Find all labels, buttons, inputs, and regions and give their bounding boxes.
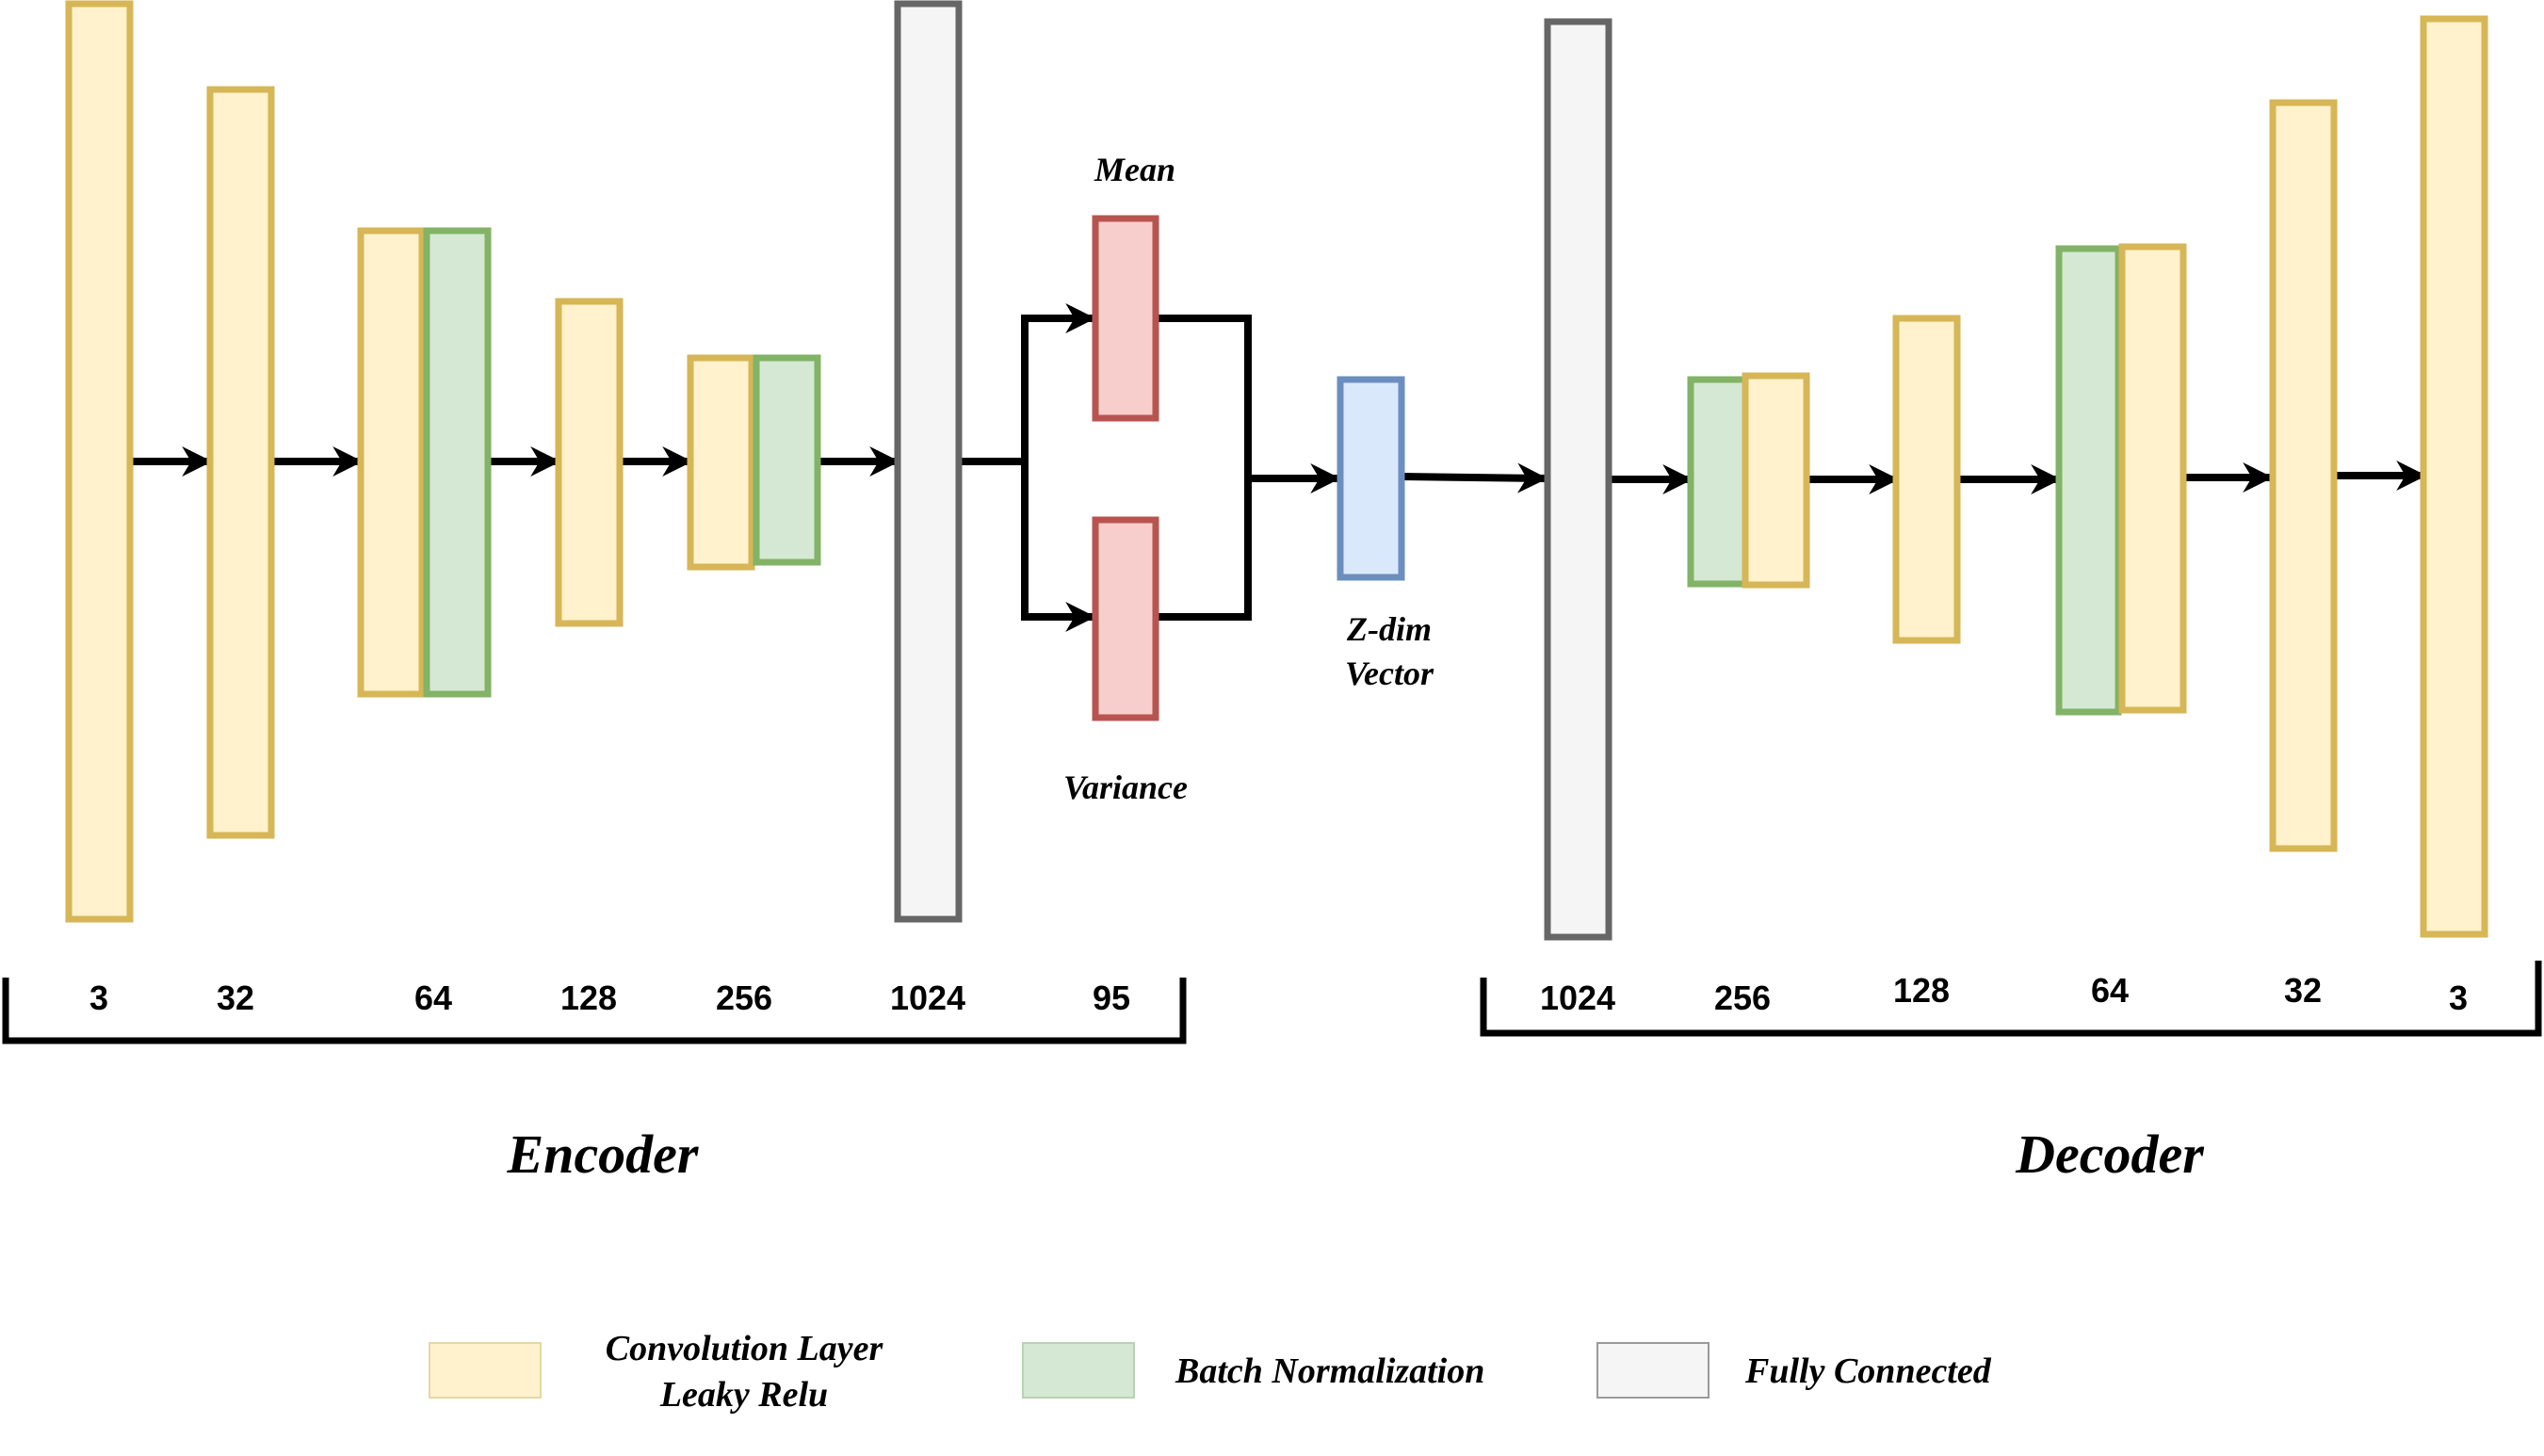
- z-dim-label-line2: Vector: [1345, 655, 1434, 692]
- dec-conv-3: [2420, 15, 2488, 938]
- dec-conv-32: [2269, 99, 2338, 852]
- encoder-title: Encoder: [507, 1124, 699, 1185]
- dec-bn-256: [1687, 376, 1754, 588]
- enc-fc-1024: [894, 0, 963, 923]
- decoder-arrows: [1609, 461, 2427, 494]
- enc-conv-64: [357, 227, 426, 698]
- variance-block: [1092, 516, 1159, 721]
- decoder-title: Decoder: [2015, 1124, 2204, 1185]
- enc-bn-64: [423, 227, 492, 698]
- legend: Convolution Layer Leaky Relu Batch Norma…: [429, 1329, 1992, 1415]
- legend-conv-label-line1: Convolution Layer: [606, 1329, 884, 1368]
- mean-block: [1092, 215, 1159, 422]
- dec-conv-128: [1892, 315, 1961, 644]
- enc-bn-256: [753, 354, 821, 566]
- variance-label: Variance: [1063, 768, 1188, 806]
- enc-dim-label: 3: [89, 979, 108, 1017]
- arrow-z-to-fc: [1401, 462, 1548, 493]
- legend-conv-label-line2: Leaky Relu: [659, 1375, 828, 1415]
- decoder-bracket: [1480, 961, 2542, 1037]
- dec-fc-1024: [1544, 18, 1612, 941]
- connector-from-variance: [1156, 478, 1252, 621]
- enc-dim-label: 128: [560, 979, 617, 1017]
- connector-to-mean: [1021, 303, 1096, 461]
- dec-dim-label: 64: [2091, 971, 2129, 1010]
- dec-dim-label: 1024: [1540, 979, 1615, 1017]
- connector-from-mean: [1156, 315, 1252, 478]
- enc-dim-label: 64: [414, 979, 452, 1017]
- decoder-dim-labels: 1024 256 128 64 32 3: [1540, 971, 2468, 1017]
- encoder-bracket: [2, 978, 1187, 1044]
- legend-fc-label: Fully Connected: [1744, 1351, 1992, 1391]
- z-vector-block: [1337, 376, 1405, 581]
- dec-dim-label: 3: [2449, 979, 2468, 1017]
- encoder-dim-labels: 3 32 64 128 256 1024 95: [89, 979, 1130, 1017]
- dec-conv-256: [1742, 372, 1810, 589]
- legend-bn-label: Batch Normalization: [1175, 1351, 1484, 1391]
- dec-bn-64: [2055, 245, 2122, 716]
- enc-dim-label: 1024: [890, 979, 965, 1017]
- enc-conv-128: [555, 298, 624, 627]
- legend-swatch-bn: [1022, 1342, 1135, 1399]
- dec-conv-64: [2118, 243, 2187, 714]
- legend-swatch-conv: [429, 1342, 542, 1399]
- enc-conv-256: [687, 354, 755, 571]
- encoder-arrows: [130, 303, 1548, 632]
- dec-dim-label: 256: [1714, 979, 1771, 1017]
- z-dim-label-line1: Z-dim: [1346, 610, 1432, 648]
- enc-dim-label: 256: [716, 979, 772, 1017]
- mean-label: Mean: [1094, 151, 1175, 188]
- enc-dim-label: 95: [1093, 979, 1130, 1017]
- legend-swatch-fc: [1596, 1342, 1710, 1399]
- connector-to-variance: [1021, 461, 1096, 632]
- enc-conv-32: [206, 86, 275, 839]
- enc-conv-3: [65, 0, 134, 923]
- encoder-blocks: [65, 0, 1405, 923]
- dec-dim-label: 128: [1893, 971, 1950, 1010]
- decoder-blocks: [1544, 15, 2488, 941]
- dec-dim-label: 32: [2284, 971, 2322, 1010]
- enc-dim-label: 32: [217, 979, 254, 1017]
